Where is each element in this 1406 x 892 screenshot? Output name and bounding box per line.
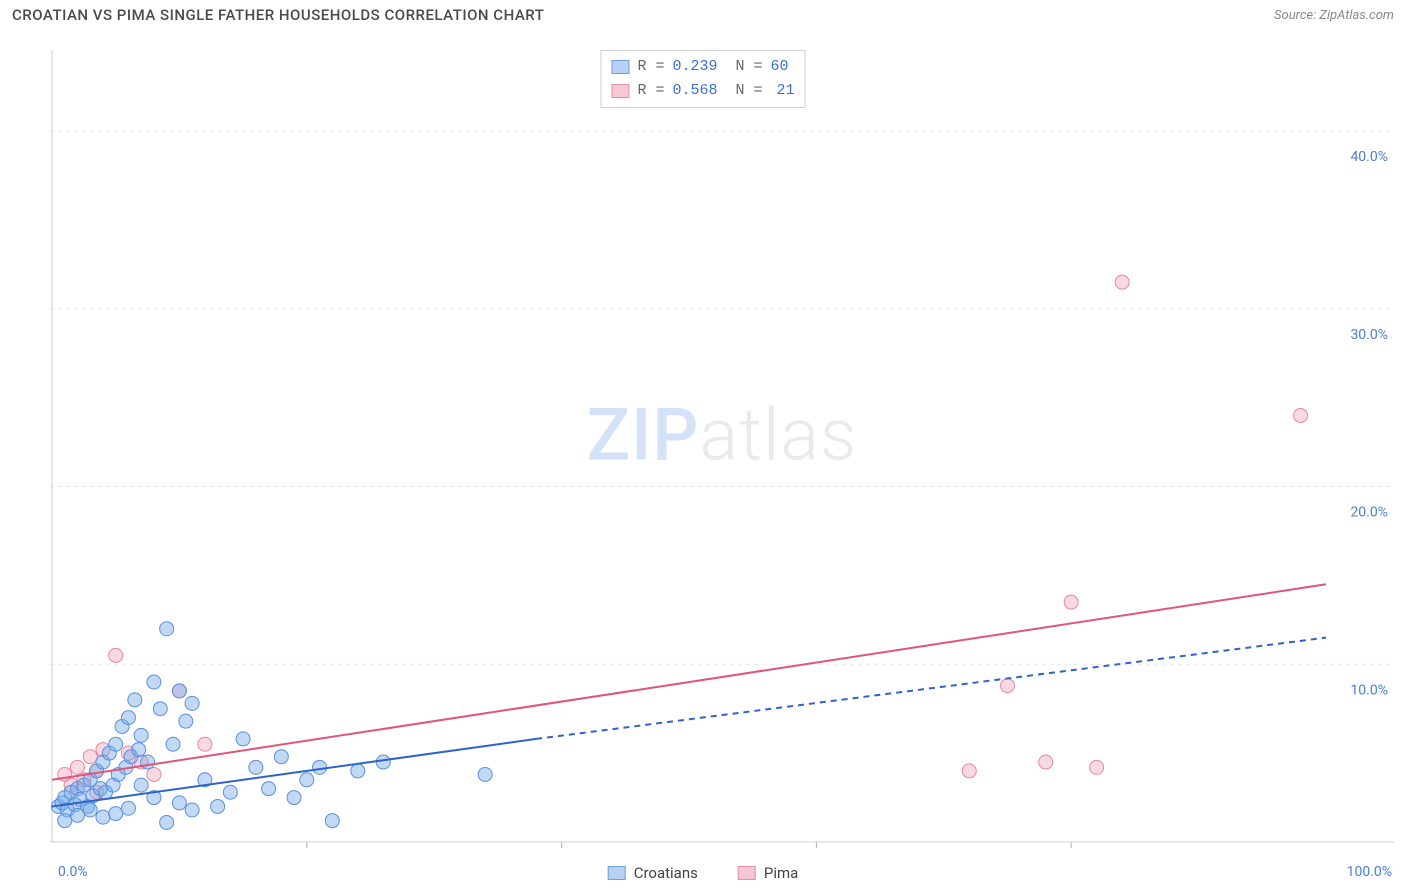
scatter-svg: 10.0% 20.0% 30.0% 40.0% xyxy=(50,50,1394,852)
legend-label: Croatians xyxy=(634,864,698,882)
chart-title: CROATIAN VS PIMA SINGLE FATHER HOUSEHOLD… xyxy=(12,6,544,24)
r-label: R = xyxy=(637,79,664,103)
source-label: Source: ZipAtlas.com xyxy=(1274,8,1394,23)
legend-correlation: R = 0.239 N = 60 R = 0.568 N = 21 xyxy=(600,50,805,108)
svg-text:20.0%: 20.0% xyxy=(1350,505,1388,521)
svg-text:10.0%: 10.0% xyxy=(1350,682,1388,698)
n-value: 60 xyxy=(771,55,789,79)
r-value: 0.239 xyxy=(672,55,717,79)
legend-label: Pima xyxy=(764,864,798,882)
legend-row: R = 0.239 N = 60 xyxy=(611,55,794,79)
legend-item: Croatians xyxy=(608,864,698,882)
legend-item: Pima xyxy=(738,864,798,882)
n-label: N = xyxy=(736,55,763,79)
r-label: R = xyxy=(637,55,664,79)
r-value: 0.568 xyxy=(672,79,717,103)
n-value: 21 xyxy=(777,79,795,103)
swatch-icon xyxy=(738,866,756,880)
swatch-icon xyxy=(611,84,629,98)
x-axis-max-label: 100.0% xyxy=(1347,864,1392,880)
legend-series: Croatians Pima xyxy=(608,864,799,882)
legend-row: R = 0.568 N = 21 xyxy=(611,79,794,103)
swatch-icon xyxy=(608,866,626,880)
swatch-icon xyxy=(611,60,629,74)
n-label: N = xyxy=(736,79,763,103)
svg-text:30.0%: 30.0% xyxy=(1350,327,1388,343)
svg-text:40.0%: 40.0% xyxy=(1350,149,1388,165)
x-axis-min-label: 0.0% xyxy=(58,864,88,880)
chart-plot-area: 10.0%20.0%30.0%40.0% ZIPatlas xyxy=(50,50,1394,852)
